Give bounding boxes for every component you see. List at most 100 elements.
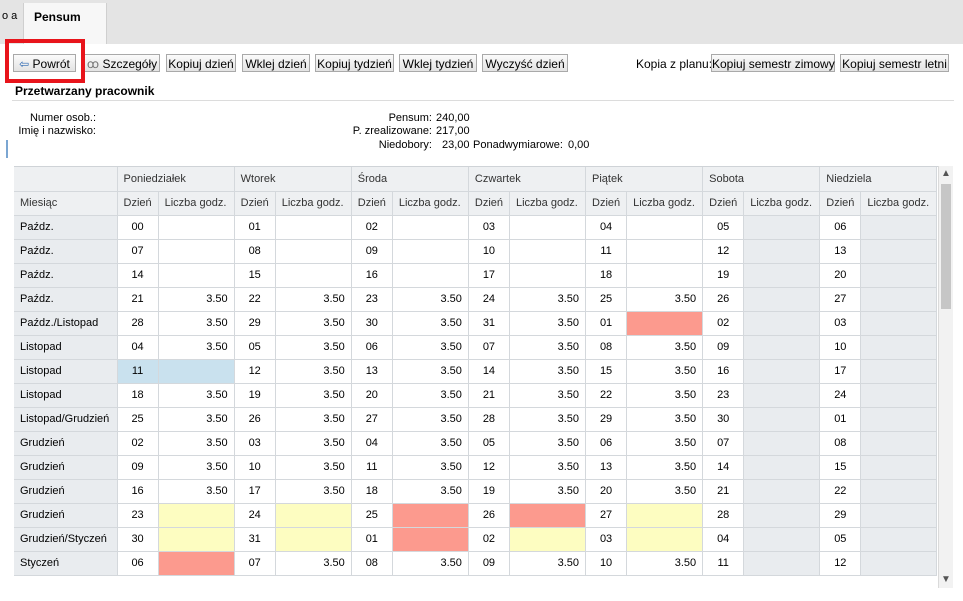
hours-cell[interactable] [743, 311, 821, 336]
hours-cell[interactable] [158, 263, 235, 288]
vertical-scrollbar[interactable]: ▲ ▼ [938, 166, 953, 588]
hours-cell[interactable]: 3.50 [275, 551, 352, 576]
hours-cell[interactable]: 3.50 [392, 335, 469, 360]
hours-cell[interactable]: 3.50 [509, 551, 586, 576]
hours-cell[interactable] [860, 455, 938, 480]
hours-cell[interactable]: 3.50 [158, 383, 235, 408]
hours-cell[interactable]: 3.50 [509, 431, 586, 456]
details-button[interactable]: ꝏ Szczegóły [84, 54, 160, 72]
hours-cell[interactable] [860, 263, 938, 288]
hours-cell[interactable] [743, 383, 821, 408]
hours-cell[interactable] [860, 359, 938, 384]
hours-cell[interactable]: 3.50 [275, 431, 352, 456]
hours-cell[interactable] [275, 263, 352, 288]
hours-cell[interactable]: 3.50 [509, 455, 586, 480]
hours-cell[interactable]: 3.50 [275, 287, 352, 312]
hours-cell[interactable]: 3.50 [275, 359, 352, 384]
clear-day-button[interactable]: Wyczyść dzień [482, 54, 568, 72]
hours-cell[interactable]: 3.50 [626, 479, 704, 504]
hours-cell[interactable] [509, 239, 586, 264]
hours-cell[interactable] [158, 527, 235, 552]
hours-cell[interactable]: 3.50 [275, 479, 352, 504]
hours-cell[interactable]: 3.50 [158, 431, 235, 456]
hours-cell[interactable]: 3.50 [392, 311, 469, 336]
hours-cell[interactable] [626, 527, 704, 552]
hours-cell[interactable]: 3.50 [275, 455, 352, 480]
hours-cell[interactable] [743, 215, 821, 240]
hours-cell[interactable] [626, 239, 704, 264]
hours-cell[interactable]: 3.50 [392, 287, 469, 312]
paste-day-button[interactable]: Wklej dzień [242, 54, 310, 72]
hours-cell[interactable]: 3.50 [158, 479, 235, 504]
paste-week-button[interactable]: Wklej tydzień [399, 54, 477, 72]
hours-cell[interactable]: 3.50 [626, 431, 704, 456]
hours-cell[interactable]: 3.50 [392, 431, 469, 456]
hours-cell[interactable] [158, 215, 235, 240]
hours-cell[interactable] [860, 407, 938, 432]
hours-cell[interactable] [860, 215, 938, 240]
copy-summer-semester-button[interactable]: Kopiuj semestr letni [840, 54, 949, 72]
hours-cell[interactable] [743, 455, 821, 480]
hours-cell[interactable]: 3.50 [392, 479, 469, 504]
hours-cell[interactable]: 3.50 [509, 335, 586, 360]
hours-cell[interactable] [275, 215, 352, 240]
hours-cell[interactable] [743, 503, 821, 528]
hours-cell[interactable] [275, 239, 352, 264]
hours-cell[interactable]: 3.50 [626, 407, 704, 432]
hours-cell[interactable] [392, 215, 469, 240]
scroll-down-icon[interactable]: ▼ [941, 574, 951, 585]
hours-cell[interactable] [509, 503, 586, 528]
hours-cell[interactable] [743, 239, 821, 264]
hours-cell[interactable]: 3.50 [392, 407, 469, 432]
hours-cell[interactable] [392, 527, 469, 552]
hours-cell[interactable]: 3.50 [158, 407, 235, 432]
hours-cell[interactable] [743, 287, 821, 312]
hours-cell[interactable]: 3.50 [275, 407, 352, 432]
hours-cell[interactable]: 3.50 [158, 287, 235, 312]
hours-cell[interactable]: 3.50 [509, 311, 586, 336]
copy-day-button[interactable]: Kopiuj dzień [166, 54, 236, 72]
hours-cell[interactable]: 3.50 [626, 383, 704, 408]
hours-cell[interactable]: 3.50 [626, 551, 704, 576]
hours-cell[interactable]: 3.50 [158, 455, 235, 480]
hours-cell[interactable]: 3.50 [158, 335, 235, 360]
hours-cell[interactable] [626, 263, 704, 288]
hours-cell[interactable]: 3.50 [626, 455, 704, 480]
hours-cell[interactable] [158, 239, 235, 264]
hours-cell[interactable]: 3.50 [626, 287, 704, 312]
hours-cell[interactable] [743, 479, 821, 504]
hours-cell[interactable] [509, 263, 586, 288]
hours-cell[interactable] [392, 503, 469, 528]
hours-cell[interactable]: 3.50 [275, 311, 352, 336]
hours-cell[interactable]: 3.50 [275, 335, 352, 360]
hours-cell[interactable] [509, 527, 586, 552]
copy-winter-semester-button[interactable]: Kopiuj semestr zimowy [711, 54, 835, 72]
hours-cell[interactable]: 3.50 [392, 455, 469, 480]
hours-cell[interactable] [743, 359, 821, 384]
hours-cell[interactable] [392, 239, 469, 264]
hours-cell[interactable] [860, 503, 938, 528]
hours-cell[interactable] [275, 503, 352, 528]
hours-cell[interactable]: 3.50 [509, 407, 586, 432]
hours-cell[interactable] [275, 527, 352, 552]
hours-cell[interactable] [860, 527, 938, 552]
hours-cell[interactable] [743, 263, 821, 288]
hours-cell[interactable] [860, 551, 938, 576]
hours-cell[interactable] [860, 239, 938, 264]
side-tab-label[interactable]: o a [2, 10, 18, 22]
hours-cell[interactable] [743, 551, 821, 576]
hours-cell[interactable]: 3.50 [509, 383, 586, 408]
hours-cell[interactable]: 3.50 [509, 479, 586, 504]
hours-cell[interactable] [860, 383, 938, 408]
scroll-up-icon[interactable]: ▲ [941, 168, 951, 179]
hours-cell[interactable] [626, 311, 704, 336]
hours-cell[interactable]: 3.50 [392, 383, 469, 408]
hours-cell[interactable]: 3.50 [509, 287, 586, 312]
hours-cell[interactable] [860, 287, 938, 312]
hours-cell[interactable] [743, 407, 821, 432]
hours-cell[interactable]: 3.50 [509, 359, 586, 384]
hours-cell[interactable] [626, 215, 704, 240]
hours-cell[interactable]: 3.50 [626, 359, 704, 384]
hours-cell[interactable] [158, 503, 235, 528]
hours-cell[interactable] [743, 335, 821, 360]
